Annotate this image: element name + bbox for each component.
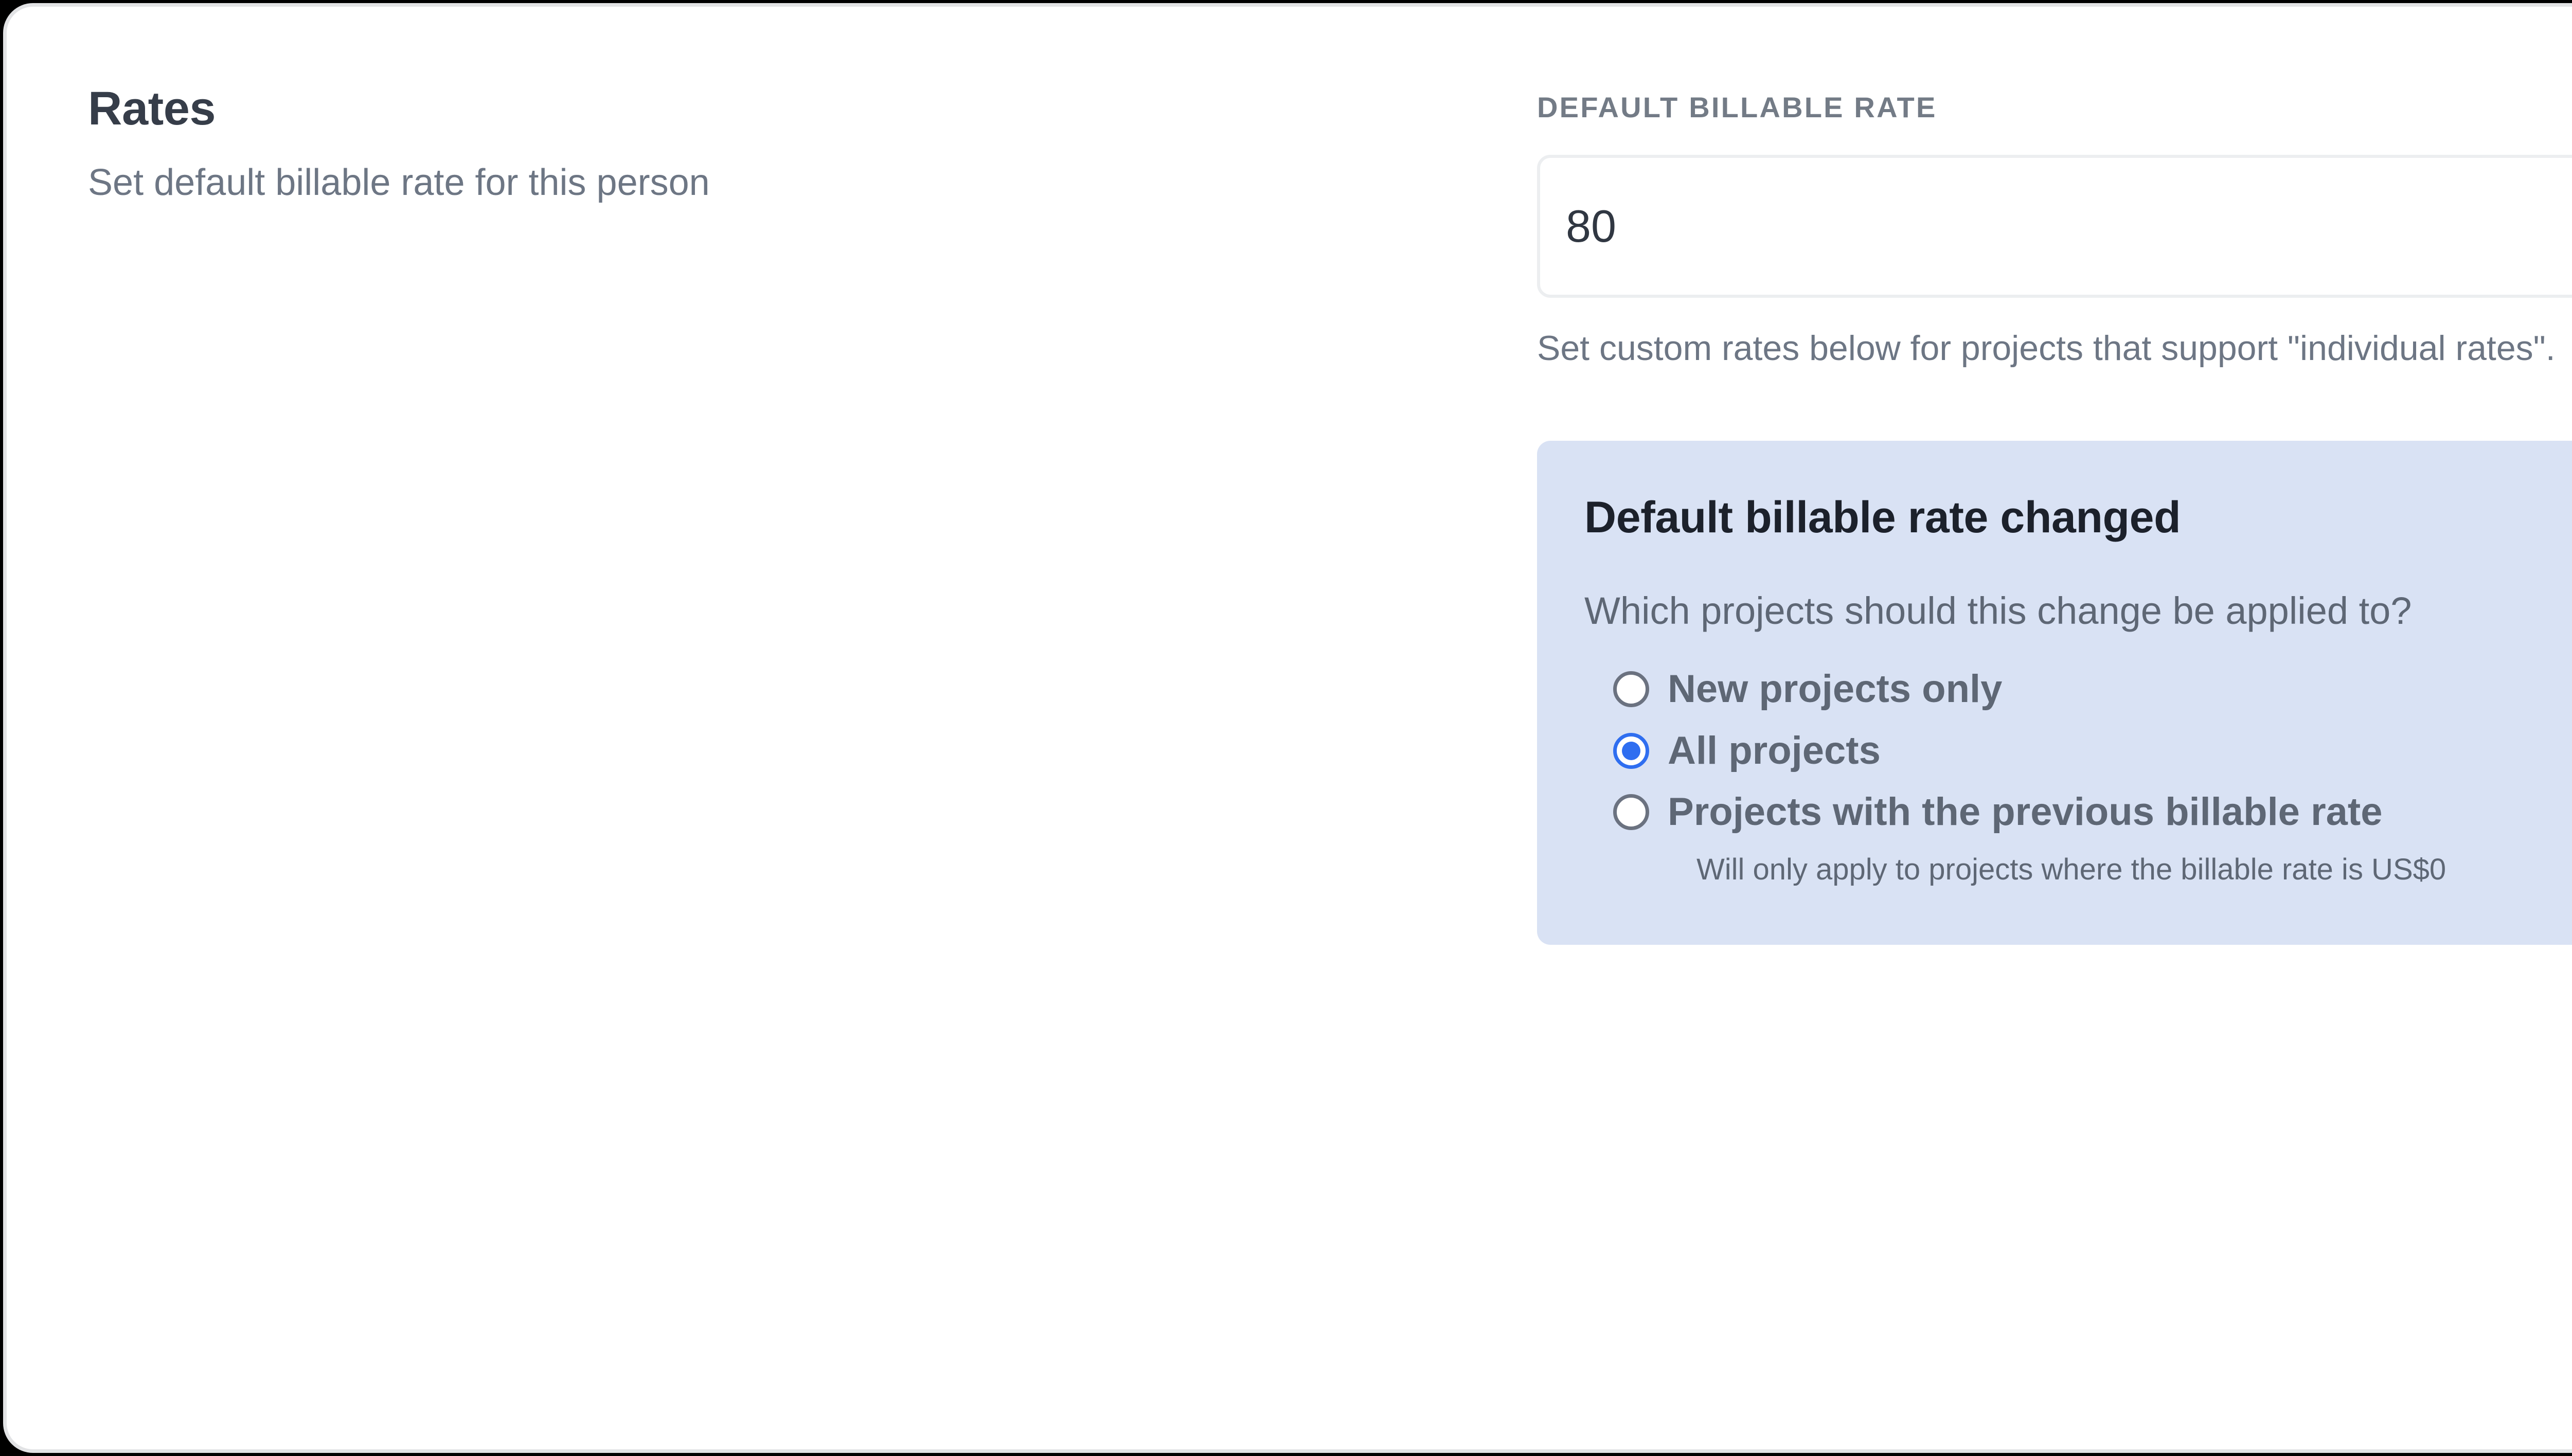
page-title: Rates: [88, 82, 216, 135]
radio-option-previous-billable-rate[interactable]: Projects with the previous billable rate: [1613, 789, 2572, 834]
radio-option-label: Projects with the previous billable rate: [1668, 790, 2383, 834]
section-description: Set default billable rate for this perso…: [88, 161, 710, 203]
rate-input-value[interactable]: 80: [1566, 201, 1616, 251]
rate-changed-notice-panel: Default billable rate changed Which proj…: [1537, 441, 2572, 945]
radio-option-label: All projects: [1668, 728, 1881, 772]
custom-rates-help-text: Set custom rates below for projects that…: [1537, 329, 2556, 368]
default-billable-rate-input[interactable]: 80 $/hr: [1537, 155, 2572, 298]
settings-card: Rates Set default billable rate for this…: [3, 3, 2572, 1453]
rates-form-column: DEFAULT BILLABLE RATE 80 $/hr Set custom…: [1537, 84, 2572, 945]
notice-title: Default billable rate changed: [1584, 493, 2181, 543]
radio-unchecked-icon[interactable]: [1613, 794, 1649, 830]
apply-scope-radio-group[interactable]: New projects only All projects Projects …: [1584, 667, 2572, 888]
default-billable-rate-label: DEFAULT BILLABLE RATE: [1537, 91, 1937, 123]
radio-option-new-projects-only[interactable]: New projects only: [1613, 667, 2572, 711]
two-column-layout: Rates Set default billable rate for this…: [7, 7, 2572, 1449]
radio-checked-icon[interactable]: [1613, 732, 1649, 769]
radio-option-sub-text: Will only apply to projects where the bi…: [1696, 852, 2446, 886]
radio-option-all-projects[interactable]: All projects: [1613, 728, 2572, 773]
notice-question: Which projects should this change be app…: [1584, 589, 2412, 632]
section-info-column: Rates Set default billable rate for this…: [88, 84, 1384, 208]
radio-option-label: New projects only: [1668, 667, 2003, 711]
radio-unchecked-icon[interactable]: [1613, 671, 1649, 708]
